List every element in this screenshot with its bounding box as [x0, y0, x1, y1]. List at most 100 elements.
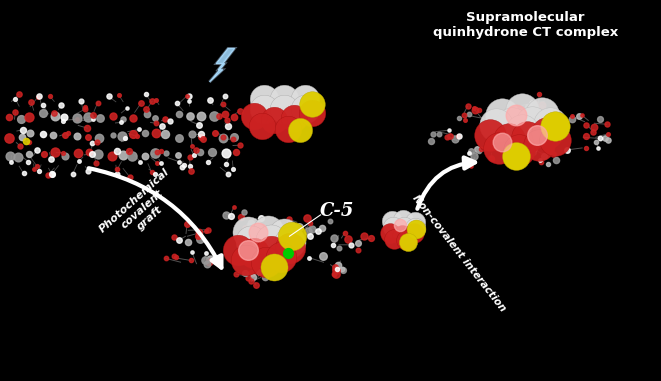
Point	[294, 224, 305, 230]
Point	[307, 110, 317, 116]
Point	[567, 116, 578, 122]
Point	[93, 135, 104, 141]
Point	[108, 131, 118, 138]
Point	[581, 146, 592, 152]
Point	[56, 102, 66, 108]
Point	[544, 110, 555, 116]
Point	[140, 130, 151, 136]
Point	[246, 238, 256, 244]
Point	[442, 134, 452, 140]
Point	[38, 110, 48, 116]
Point	[194, 122, 205, 128]
Point	[410, 219, 420, 225]
Point	[305, 220, 315, 226]
Point	[295, 127, 305, 133]
Point	[307, 101, 317, 107]
Point	[346, 242, 357, 248]
Point	[602, 121, 612, 127]
Point	[307, 226, 317, 232]
Point	[33, 168, 44, 174]
Point	[59, 114, 69, 120]
Point	[58, 118, 69, 124]
Point	[342, 236, 353, 242]
Point	[258, 96, 269, 102]
Point	[192, 233, 203, 239]
Point	[453, 115, 464, 122]
Point	[5, 159, 16, 165]
Point	[527, 120, 537, 126]
Point	[468, 105, 479, 111]
Point	[453, 133, 463, 139]
Point	[305, 234, 315, 240]
Point	[72, 115, 83, 121]
Point	[227, 136, 238, 142]
Point	[465, 148, 476, 154]
Point	[517, 107, 527, 114]
Point	[219, 111, 230, 117]
Point	[112, 166, 123, 172]
Point	[203, 227, 214, 233]
Point	[302, 227, 313, 234]
Point	[73, 150, 84, 156]
Point	[194, 229, 204, 235]
Point	[464, 111, 475, 117]
Point	[47, 171, 58, 177]
Point	[128, 115, 138, 121]
Point	[591, 139, 602, 145]
Point	[279, 96, 290, 102]
Point	[366, 235, 376, 242]
Point	[401, 237, 411, 243]
Point	[581, 133, 592, 139]
Point	[195, 236, 206, 242]
Point	[38, 102, 48, 108]
Point	[603, 136, 613, 142]
Point	[92, 139, 102, 145]
Point	[269, 264, 280, 270]
Point	[338, 267, 348, 273]
Point	[279, 106, 290, 112]
Point	[410, 226, 421, 232]
Point	[157, 123, 167, 129]
Point	[83, 149, 94, 155]
Point	[425, 138, 436, 144]
Point	[301, 215, 312, 221]
Point	[195, 149, 206, 155]
Point	[548, 150, 559, 157]
Point	[221, 212, 231, 218]
Point	[32, 94, 43, 100]
Point	[220, 162, 231, 168]
Point	[542, 130, 553, 136]
Point	[299, 96, 310, 102]
Point	[523, 104, 533, 110]
Point	[284, 216, 295, 223]
Point	[169, 253, 179, 259]
Point	[87, 140, 97, 146]
Point	[204, 97, 215, 103]
Point	[329, 271, 339, 277]
Point	[196, 134, 206, 140]
Point	[118, 152, 128, 158]
Point	[18, 126, 28, 133]
Point	[187, 142, 198, 149]
Point	[204, 259, 214, 265]
Point	[176, 164, 187, 170]
Point	[151, 130, 161, 136]
Point	[249, 250, 260, 256]
Point	[304, 255, 315, 261]
Point	[205, 256, 215, 262]
Point	[150, 171, 161, 177]
Point	[410, 224, 420, 231]
Point	[235, 108, 245, 114]
Polygon shape	[210, 48, 235, 82]
Point	[389, 235, 400, 242]
Point	[185, 163, 196, 169]
Point	[527, 100, 537, 106]
Point	[134, 126, 145, 133]
Point	[74, 158, 85, 164]
Point	[169, 234, 179, 240]
Point	[239, 209, 249, 215]
Point	[359, 233, 369, 239]
Point	[603, 131, 613, 137]
Point	[186, 258, 196, 264]
Point	[196, 113, 206, 119]
